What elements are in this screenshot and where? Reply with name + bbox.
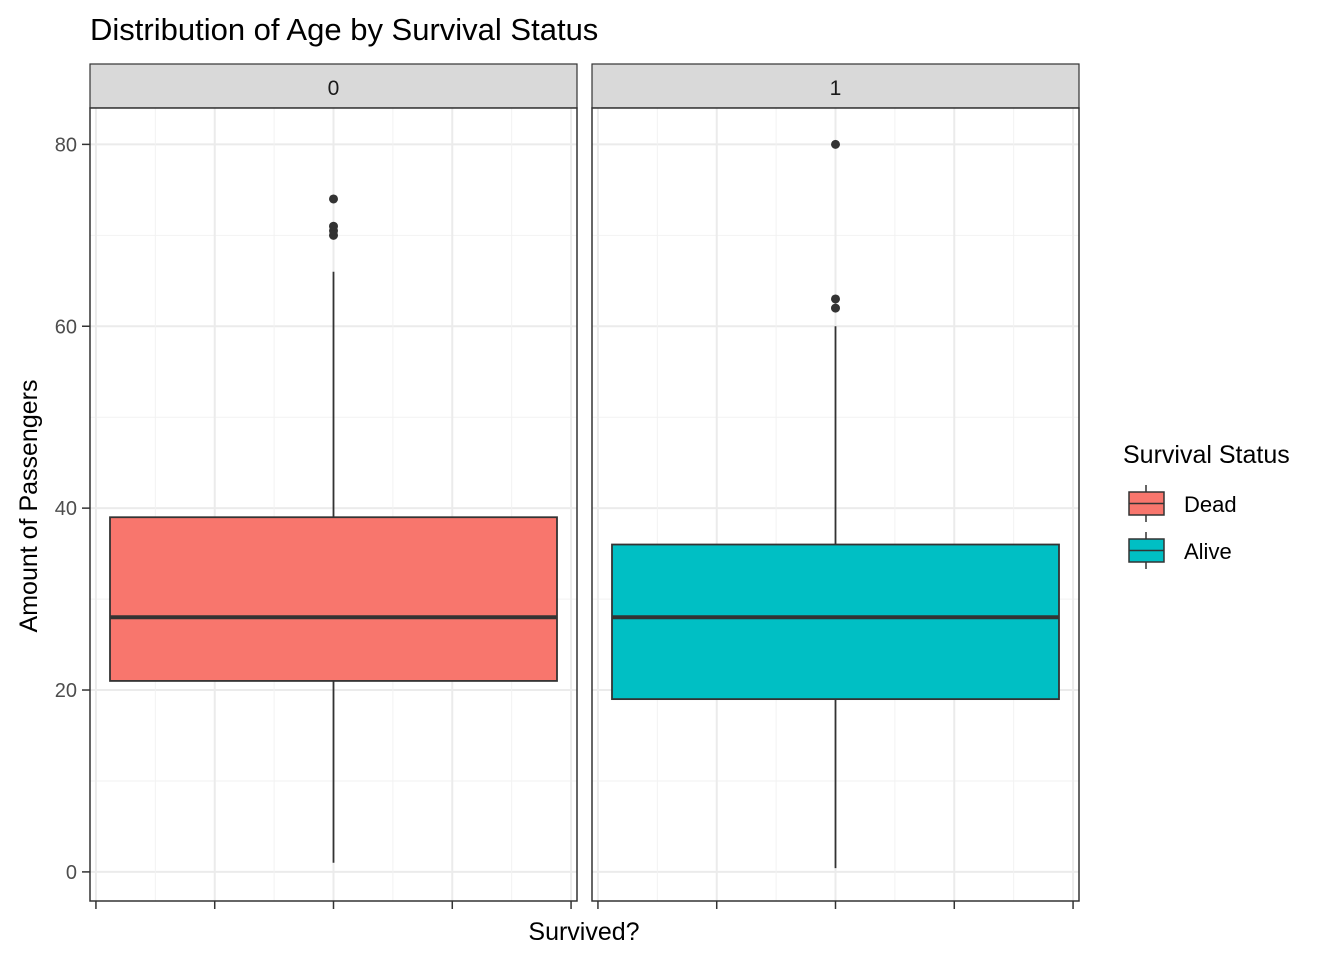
y-axis-label: Amount of Passengers [15,380,43,633]
y-tick-label: 80 [55,134,77,156]
outlier-point [329,194,338,204]
facet-strip [591,63,1080,109]
facet-strip [89,63,578,109]
outlier-point [831,303,840,313]
outlier-point [329,221,338,231]
legend-item-dead: Dead [1128,485,1237,522]
outlier-point [831,139,840,149]
legend-label: Alive [1184,539,1232,564]
chart-title: Distribution of Age by Survival Status [90,12,598,47]
y-tick-label: 0 [66,862,77,884]
y-tick-label: 40 [55,498,77,520]
panels: 0 0 20 40 60 80 1 [55,63,1080,909]
facet-panel-1: 1 [591,63,1080,909]
legend: Survival Status Dead Alive [1123,441,1290,569]
y-tick-label: 60 [55,316,77,338]
box-iqr [109,516,558,682]
legend-label: Dead [1184,492,1237,517]
box-iqr [611,543,1060,701]
facet-panel-0: 0 0 20 40 60 80 [55,63,578,909]
legend-items: Dead Alive [1128,485,1237,569]
legend-item-alive: Alive [1128,532,1232,569]
legend-title: Survival Status [1123,441,1290,469]
facet-strip-label: 0 [328,77,340,100]
facet-strip-label: 1 [830,77,842,100]
box-alive [611,139,1060,869]
y-tick-label: 20 [55,680,77,702]
box-dead [109,194,558,863]
outlier-point [831,294,840,304]
x-axis-label: Survived? [528,918,639,946]
